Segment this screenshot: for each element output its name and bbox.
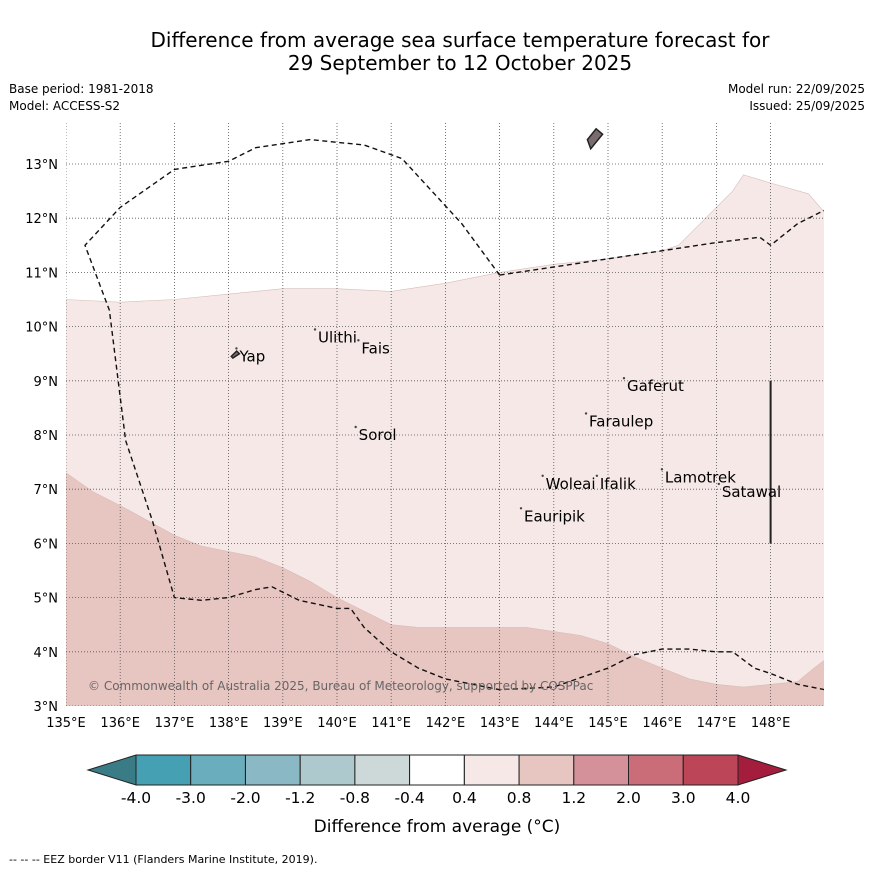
title-line-2: 29 September to 12 October 2025 <box>287 51 633 75</box>
lat-tick-label: 4°N <box>34 646 59 661</box>
base-period-text: Base period: 1981-2018 <box>9 82 154 96</box>
place-dot <box>622 377 626 380</box>
colorbar-label: 1.2 <box>561 789 586 807</box>
place-dot <box>313 328 317 331</box>
colorbar-over-arrow <box>737 754 788 786</box>
colorbar-segment <box>573 754 629 786</box>
place-dot <box>354 425 357 429</box>
colorbar-label: 2.0 <box>616 789 641 807</box>
colorbar-title: Difference from average (°C) <box>314 817 561 837</box>
lat-tick-label: 7°N <box>34 483 59 498</box>
place-label: Sorol <box>359 426 397 444</box>
colorbar-label: 3.0 <box>671 789 696 807</box>
lat-tick-label: 3°N <box>34 700 59 715</box>
place-label: Satawal <box>722 483 781 501</box>
colorbar-label: 0.4 <box>452 789 477 807</box>
colorbar-label: -0.8 <box>340 789 370 807</box>
lon-tick-label: 145°E <box>588 716 628 731</box>
colorbar-segment <box>628 754 684 786</box>
place-label: Eauripik <box>524 507 585 525</box>
eez-border-line <box>84 138 824 691</box>
lat-tick-label: 9°N <box>34 375 59 390</box>
colorbar-under-arrow <box>86 754 137 786</box>
place-label: Ifalik <box>600 475 636 493</box>
place-label: Gaferut <box>627 377 684 395</box>
place-dot <box>541 474 544 477</box>
island-shape <box>586 127 604 151</box>
place-dot <box>235 347 238 350</box>
anomaly-band-1 <box>66 472 824 706</box>
lat-tick-label: 13°N <box>25 158 58 173</box>
title-line-1: Difference from average sea surface temp… <box>150 28 770 52</box>
footer-legend: -- -- -- EEZ border V11 (Flanders Marine… <box>9 853 318 866</box>
colorbar-segment <box>409 754 465 786</box>
lon-tick-label: 143°E <box>480 716 520 731</box>
lon-tick-label: 141°E <box>371 716 411 731</box>
lon-tick-label: 135°E <box>46 716 86 731</box>
lon-tick-label: 139°E <box>263 716 303 731</box>
colorbar-segment <box>245 754 301 786</box>
model-run-text: Model run: 22/09/2025 <box>727 82 865 96</box>
place-dot <box>595 474 599 477</box>
lat-tick-label: 11°N <box>25 266 58 281</box>
colorbar-label: 4.0 <box>726 789 751 807</box>
colorbar-label: -2.0 <box>230 789 260 807</box>
lat-tick-label: 5°N <box>34 592 59 607</box>
copyright-text: © Commonwealth of Australia 2025, Bureau… <box>88 679 593 693</box>
lat-tick-label: 12°N <box>25 212 58 227</box>
lon-tick-label: 137°E <box>155 716 195 731</box>
issued-text: Issued: 25/09/2025 <box>749 99 865 113</box>
place-label: Faraulep <box>589 412 653 430</box>
lon-tick-label: 148°E <box>751 716 791 731</box>
place-dot <box>660 468 664 471</box>
place-label: Fais <box>361 339 390 357</box>
eez-border-line <box>499 209 824 276</box>
island-shape <box>230 349 241 359</box>
colorbar-label: -4.0 <box>121 789 151 807</box>
colorbar-label: -3.0 <box>176 789 206 807</box>
lon-tick-label: 136°E <box>100 716 140 731</box>
colorbar-label: -0.4 <box>394 789 424 807</box>
colorbar-segment <box>518 754 575 786</box>
place-label: Yap <box>238 347 265 365</box>
place-label: Woleai <box>546 475 596 493</box>
colorbar-segment <box>299 754 356 786</box>
lat-tick-label: 10°N <box>25 321 58 336</box>
colorbar-label: -1.2 <box>285 789 315 807</box>
lon-tick-label: 138°E <box>209 716 249 731</box>
colorbar-segment <box>682 754 739 786</box>
lon-tick-label: 147°E <box>697 716 737 731</box>
place-label: Ulithi <box>318 328 357 346</box>
place-label: Lamotrek <box>665 468 736 486</box>
place-dot <box>519 507 523 510</box>
colorbar-segment <box>354 754 411 786</box>
colorbar-segment <box>190 754 246 786</box>
lon-tick-label: 146°E <box>642 716 682 731</box>
meta-left: Base period: 1981-2018 Model: ACCESS-S2 <box>9 81 154 115</box>
place-dot <box>357 339 360 342</box>
lon-tick-label: 142°E <box>426 716 466 731</box>
colorbar-segment <box>135 754 192 786</box>
lon-tick-label: 140°E <box>317 716 357 731</box>
place-dot <box>717 482 721 486</box>
meta-right: Model run: 22/09/2025 Issued: 25/09/2025 <box>728 81 865 115</box>
colorbar-label: 0.8 <box>507 789 532 807</box>
colorbar-segment <box>463 754 520 786</box>
place-dot <box>584 412 588 415</box>
lat-tick-label: 8°N <box>34 429 59 444</box>
model-text: Model: ACCESS-S2 <box>9 99 121 113</box>
lat-tick-label: 6°N <box>34 537 59 552</box>
lon-tick-label: 144°E <box>534 716 574 731</box>
